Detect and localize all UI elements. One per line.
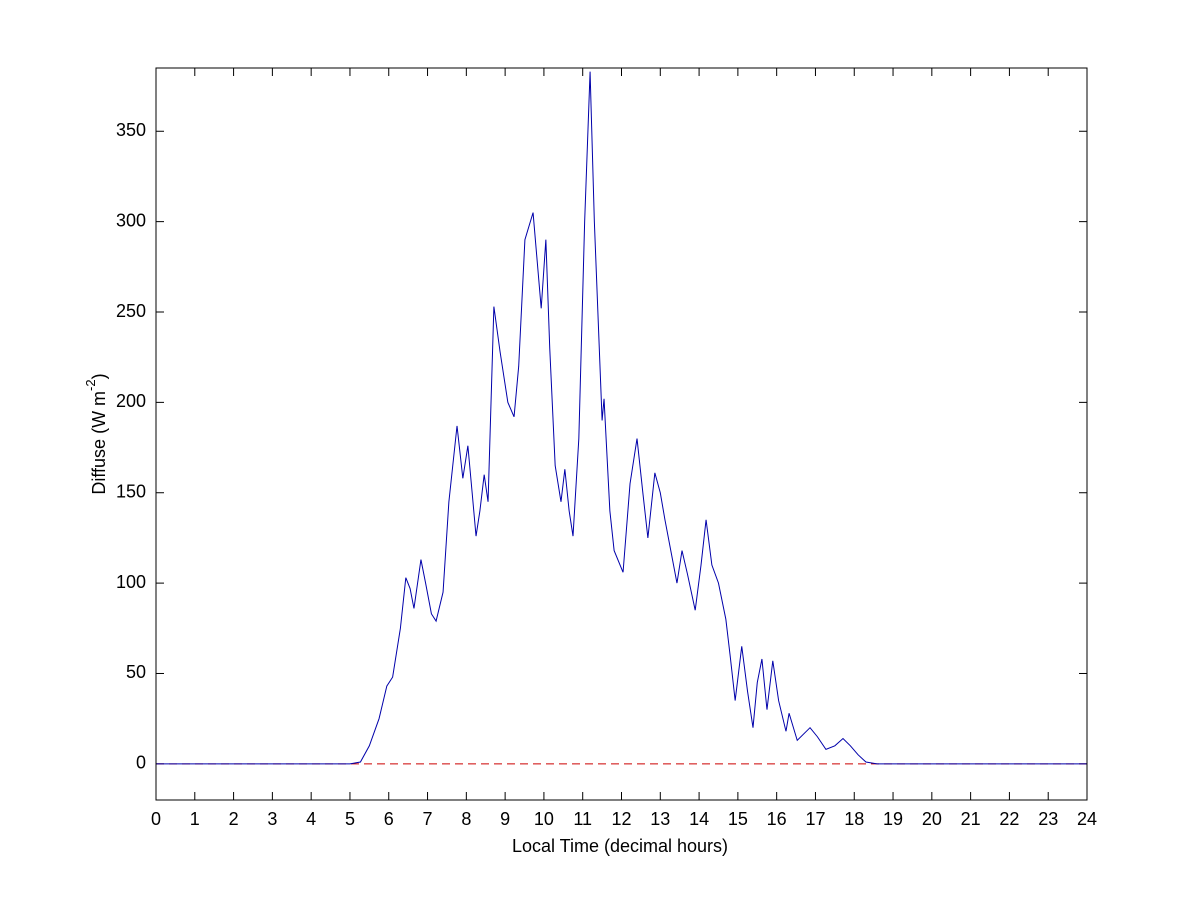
- x-tick-label: 1: [190, 809, 200, 829]
- axes-box: [155, 67, 1088, 801]
- y-tick-label: 300: [116, 210, 146, 230]
- x-tick-label: 11: [573, 809, 592, 829]
- x-tick-label: 13: [650, 809, 670, 829]
- y-tick-label: 50: [126, 662, 146, 682]
- x-tick-label: 14: [689, 809, 709, 829]
- x-tick-label: 6: [384, 809, 394, 829]
- y-tick-label: 100: [116, 572, 146, 592]
- x-tick-label: 4: [306, 809, 316, 829]
- x-tick-label: 23: [1038, 809, 1058, 829]
- data-line: [156, 71, 1087, 765]
- x-tick-label: 16: [767, 809, 787, 829]
- x-tick-label: 19: [883, 809, 903, 829]
- y-label-end: ): [89, 373, 109, 379]
- y-tick-label: 250: [116, 301, 146, 321]
- y-axis-label: Diffuse (W m-2): [83, 373, 108, 494]
- x-tick-label: 12: [611, 809, 631, 829]
- x-tick-label: 10: [534, 809, 554, 829]
- x-tick-label: 15: [728, 809, 748, 829]
- x-tick-label: 5: [345, 809, 355, 829]
- x-axis-label: Local Time (decimal hours): [512, 836, 728, 856]
- y-tick-label: 0: [136, 753, 146, 773]
- y-tick-label: 200: [116, 391, 146, 411]
- x-tick-label: 9: [500, 809, 510, 829]
- y-tick-label: 350: [116, 120, 146, 140]
- x-tick-label: 7: [423, 809, 433, 829]
- x-tick-label: 21: [961, 809, 981, 829]
- x-tick-label: 22: [999, 809, 1019, 829]
- y-label-superscript: -2: [83, 379, 98, 391]
- x-tick-label: 8: [461, 809, 471, 829]
- x-tick-label: 3: [267, 809, 277, 829]
- y-label-text: Diffuse (W m: [89, 391, 109, 495]
- x-tick-label: 2: [229, 809, 239, 829]
- x-tick-label: 20: [922, 809, 942, 829]
- x-tick-label: 17: [805, 809, 825, 829]
- x-tick-label: 0: [151, 809, 161, 829]
- x-tick-label: 18: [844, 809, 864, 829]
- y-tick-label: 150: [116, 481, 146, 501]
- x-tick-label: 24: [1077, 809, 1097, 829]
